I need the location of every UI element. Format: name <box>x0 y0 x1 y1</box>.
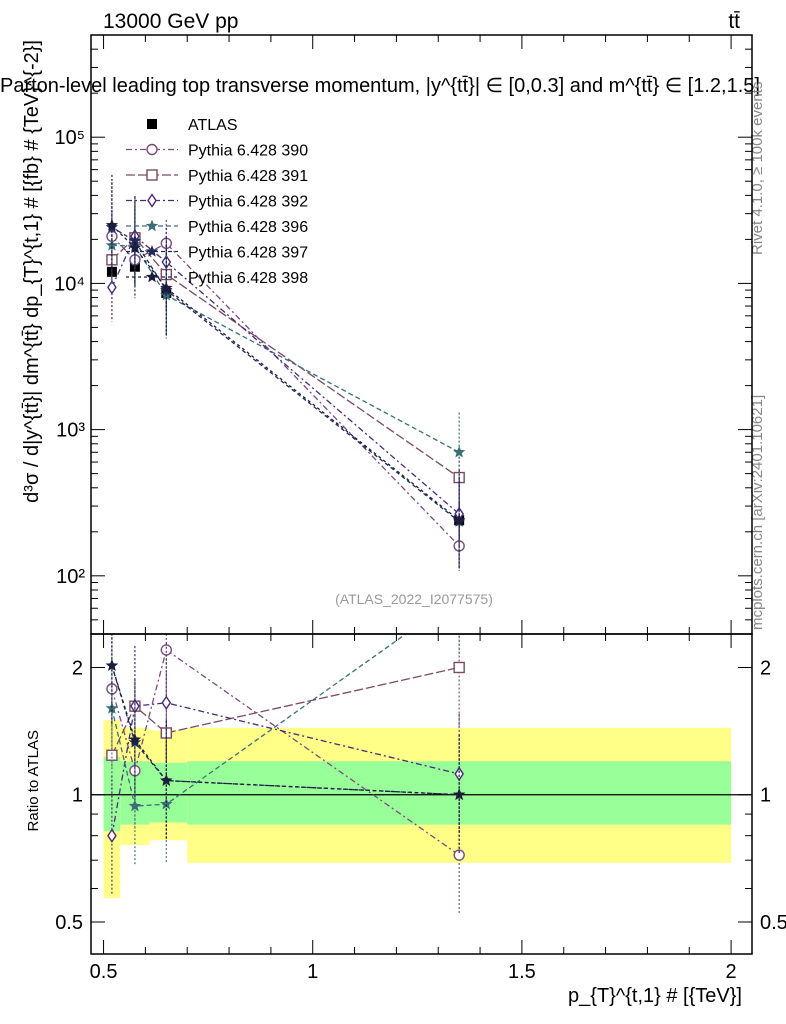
ratio-y-tick-label: 1 <box>72 785 83 807</box>
ratio-point <box>161 695 172 711</box>
ratio-point <box>106 749 118 761</box>
ratio-point <box>160 644 173 656</box>
y-tick-label: 10² <box>56 566 85 588</box>
ratio-y-tick-label: 0.5 <box>55 912 83 934</box>
plot-title: Parton-level leading top transverse mome… <box>0 75 760 97</box>
ratio-y-tick-label: 2 <box>72 657 83 679</box>
legend-marker-5 <box>145 245 159 257</box>
data-point-pythia-6.428-398 <box>160 281 173 294</box>
ratio-line-2 <box>111 666 460 756</box>
source-label: mcplots.cern.ch [arXiv:2401.10621] <box>749 395 766 630</box>
y-tick-label: 10³ <box>56 420 85 442</box>
data-point-pythia-6.428-398 <box>453 513 466 526</box>
y-tick-label: 10⁴ <box>54 273 85 295</box>
legend-marker-6 <box>145 270 159 283</box>
y-axis-label: d³σ / d|y^{tt̄}| dm^{tt̄} dp_{T}^{t,1} #… <box>21 40 43 503</box>
ratio-frame <box>90 633 753 955</box>
legend-marker-4 <box>145 219 159 232</box>
ratio-line-5 <box>111 665 460 796</box>
legend-entry-1: Pythia 6.428 390 <box>188 143 308 160</box>
legend-entry-4: Pythia 6.428 396 <box>188 219 308 236</box>
legend-entry-5: Pythia 6.428 397 <box>188 245 308 262</box>
data-point-pythia-6.428-392 <box>107 280 117 295</box>
data-point-pythia-6.428-398 <box>128 241 142 254</box>
ratio-point <box>128 733 142 745</box>
ratio-y-tick-label: 2 <box>760 657 771 679</box>
data-point-pythia-6.428-398 <box>105 218 119 231</box>
ratio-line-4 <box>111 634 407 807</box>
energy-label: 13000 GeV pp <box>103 10 238 33</box>
ratio-point <box>105 701 119 714</box>
ratio-point <box>107 828 117 843</box>
legend-marker-3 <box>147 193 157 208</box>
ratio-line-3 <box>111 702 460 836</box>
series-line-3 <box>111 235 460 515</box>
x-tick-label: 2 <box>726 961 737 983</box>
x-axis-label: p_{T}^{t,1} # [{TeV}] <box>568 985 742 1007</box>
y-tick-label: 10⁵ <box>54 127 85 149</box>
main-plot <box>105 174 466 571</box>
legend: ATLAS Pythia 6.428 390 Pythia 6.428 391 Pyt… <box>126 117 308 287</box>
legend-entry-0: ATLAS <box>188 117 238 134</box>
ratio-line-6 <box>111 665 460 796</box>
legend-entry-6: Pythia 6.428 398 <box>188 270 308 287</box>
process-label: tt̄ <box>728 10 740 33</box>
series-line-2 <box>111 236 460 479</box>
ratio-point <box>128 799 142 812</box>
legend-marker-1 <box>146 143 158 156</box>
series-line-4 <box>111 244 460 453</box>
legend-marker-2 <box>146 169 158 181</box>
ratio-plot <box>91 634 752 916</box>
ratio-point <box>453 788 466 800</box>
ratio-point <box>105 659 119 671</box>
data-point-pythia-6.428-397 <box>128 234 142 247</box>
legend-entry-2: Pythia 6.428 391 <box>188 168 308 185</box>
band-1sigma <box>149 762 188 823</box>
analysis-id-label: (ATLAS_2022_I2077575) <box>335 591 493 607</box>
ratio-point <box>160 797 173 810</box>
x-tick-label: 1 <box>307 961 318 983</box>
data-point-pythia-6.428-396 <box>453 445 466 458</box>
legend-entry-3: Pythia 6.428 392 <box>188 194 308 211</box>
series-line-6 <box>111 224 460 521</box>
ratio-y-tick-label: 0.5 <box>760 912 786 934</box>
x-tick-label: 1.5 <box>508 961 536 983</box>
ratio-point <box>453 661 465 674</box>
ratio-point <box>453 849 465 861</box>
ratio-point <box>160 774 173 786</box>
legend-marker-0 <box>147 119 157 129</box>
ratio-y-tick-label: 1 <box>760 785 771 807</box>
ratio-axis-label: Ratio to ATLAS <box>25 730 42 831</box>
x-tick-label: 0.5 <box>90 961 118 983</box>
rivet-version-label: Rivet 4.1.0, ≥ 100k events <box>749 82 766 255</box>
